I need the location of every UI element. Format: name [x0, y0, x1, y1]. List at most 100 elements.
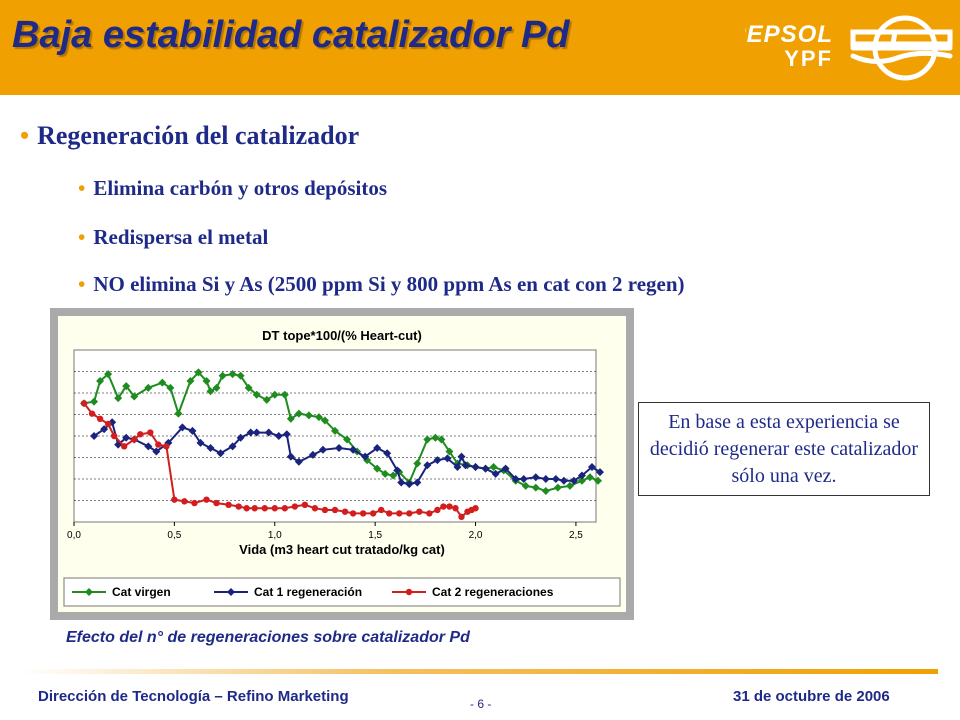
chart-area: DT tope*100/(% Heart-cut) 0,0 0,5 1,0 1,5 2,… [58, 316, 626, 612]
data-point [359, 510, 367, 517]
data-point [531, 473, 540, 482]
data-point [335, 444, 344, 453]
series-line [83, 402, 476, 519]
data-point [373, 444, 382, 453]
data-point [264, 428, 273, 437]
data-point [294, 457, 303, 466]
data-point [206, 387, 215, 396]
data-point [541, 475, 550, 483]
bullet-dot-icon: • [78, 272, 86, 296]
data-point [423, 461, 432, 470]
bullet-sub-text: Elimina carbón y otros depósitos [93, 176, 388, 200]
data-point [331, 506, 339, 514]
data-point [431, 433, 440, 442]
legend [63, 577, 621, 607]
data-point [541, 487, 550, 496]
legend-label: Cat virgen [112, 585, 171, 599]
data-point [282, 430, 291, 439]
data-point [311, 505, 319, 512]
data-point [131, 436, 138, 443]
data-point [443, 454, 452, 463]
data-point [178, 423, 187, 432]
data-point [577, 476, 586, 485]
data-point [481, 464, 490, 473]
data-point [433, 456, 442, 465]
data-point [551, 475, 560, 483]
data-point [203, 496, 210, 503]
data-point [461, 461, 470, 470]
data-point [440, 503, 447, 510]
data-point [569, 476, 578, 485]
data-point [171, 496, 178, 503]
data-point [286, 452, 295, 461]
data-point [130, 392, 139, 401]
data-point [377, 506, 385, 514]
bullet-sub-text: Redispersa el metal [93, 225, 269, 249]
data-point [218, 371, 227, 380]
data-point [252, 428, 261, 437]
footer-divider [20, 669, 938, 674]
data-point [243, 505, 250, 512]
data-point [587, 462, 596, 471]
data-point [246, 428, 255, 437]
data-point [100, 425, 109, 434]
data-point [212, 383, 221, 392]
data-point [453, 462, 462, 471]
data-point [281, 505, 289, 512]
data-point [96, 415, 104, 422]
repsol-ypf-logo: REPSOL YPF [745, 15, 953, 81]
data-point [291, 503, 299, 510]
data-point [235, 503, 242, 510]
data-point [331, 426, 339, 435]
data-point [565, 481, 574, 490]
data-point [471, 462, 480, 471]
x-tick-label: 1,0 [268, 530, 282, 541]
data-point [236, 433, 245, 442]
legend-label: Cat 1 regeneración [254, 585, 362, 599]
data-point [174, 409, 183, 418]
data-point [166, 383, 175, 392]
data-point [110, 432, 118, 440]
data-point [261, 505, 268, 512]
data-point [341, 508, 349, 515]
data-point [96, 376, 105, 385]
data-point [301, 501, 309, 508]
data-point [88, 410, 96, 417]
x-tick-label: 2,0 [469, 530, 483, 541]
x-tick-label: 0,5 [167, 530, 181, 541]
data-point [458, 513, 465, 521]
data-point [396, 510, 403, 517]
data-point [122, 433, 131, 442]
data-point [386, 510, 393, 517]
data-point [389, 471, 398, 480]
x-tick-label: 1,5 [368, 530, 382, 541]
logo-text-1: REPSOL [745, 21, 833, 48]
data-point [413, 459, 422, 468]
legend-marker [405, 588, 413, 596]
bullet-main: • Regeneración del catalizador [20, 121, 359, 151]
data-point [320, 416, 329, 425]
data-point [152, 447, 161, 456]
chart-title: DT tope*100/(% Heart-cut) [262, 328, 422, 343]
data-point [294, 409, 303, 418]
legend-marker [227, 588, 235, 596]
legend-marker [85, 588, 93, 596]
data-point [511, 475, 520, 483]
x-tick-label: 2,5 [569, 530, 583, 541]
x-axis-label: Vida (m3 heart cut tratado/kg cat) [239, 542, 445, 557]
data-point [104, 370, 113, 379]
data-point [349, 445, 358, 454]
data-point [585, 473, 594, 482]
data-point [397, 478, 406, 487]
series-line [83, 370, 599, 493]
data-point [244, 383, 253, 392]
data-point [120, 443, 128, 450]
bullet-sub-3: • NO elimina Si y As (2500 ppm Si y 800 p… [78, 272, 685, 297]
data-point [228, 370, 237, 379]
bullet-sub-1: • Elimina carbón y otros depósitos [78, 176, 387, 201]
footer-department: Dirección de Tecnología – Refino Marketi… [38, 688, 349, 705]
data-point [501, 464, 510, 473]
data-point [155, 441, 162, 448]
data-point [271, 505, 278, 512]
data-point [383, 449, 392, 458]
